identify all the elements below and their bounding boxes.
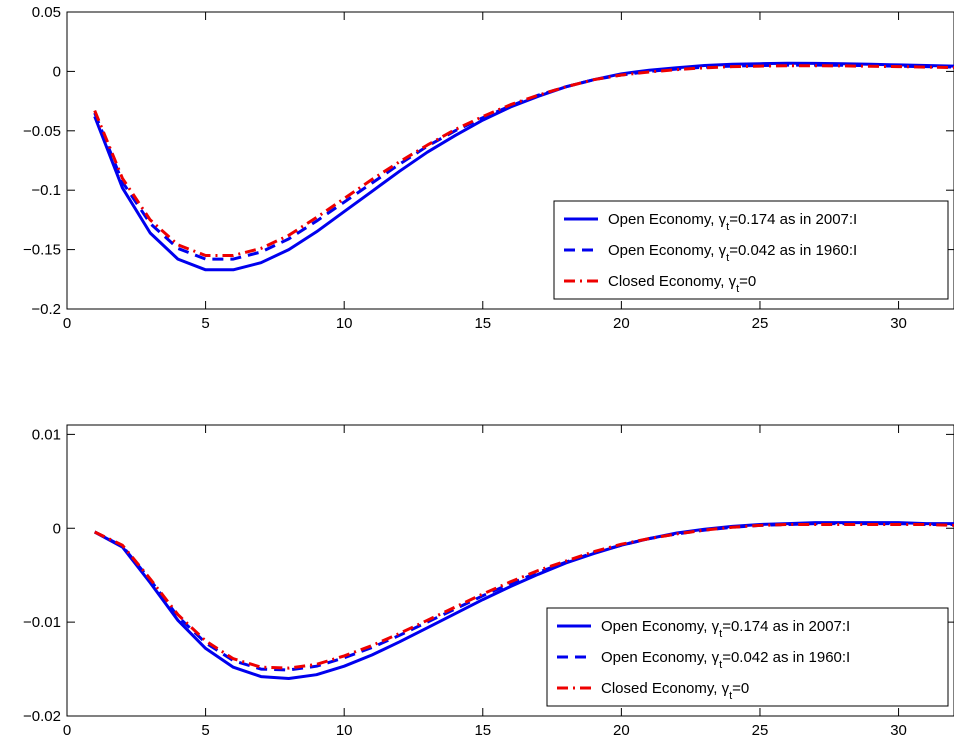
x-tick-label: 0 — [63, 315, 71, 332]
legend-label-2: Open Economy, γt=0.042 as in 1960:I — [608, 242, 857, 264]
x-tick-label: 5 — [201, 722, 209, 739]
x-tick-label: 25 — [752, 722, 769, 739]
x-tick-label: 25 — [752, 315, 769, 332]
y-tick-label: −0.01 — [23, 614, 61, 631]
y-tick-label: −0.2 — [31, 301, 61, 318]
x-tick-label: 0 — [63, 722, 71, 739]
y-tick-label: −0.05 — [23, 123, 61, 140]
top-chart-panel: 0 5 10 15 20 25 30 −0.2 −0.15 −0.1 −0.05 0 0.05 Open … — [23, 4, 954, 332]
y-tick-label: −0.1 — [31, 182, 61, 199]
bottom-chart-panel: 0 5 10 15 20 25 30 −0.02 −0.01 0 0.01 Open Economy,… — [23, 424, 954, 739]
legend-box — [546, 607, 949, 707]
series-line-2 — [94, 522, 954, 672]
x-tick-label: 30 — [890, 315, 907, 332]
legend-label-1: Open Economy, γt=0.174 as in 2007:I — [601, 618, 850, 640]
legend-label-1: Open Economy, γt=0.174 as in 2007:I — [608, 211, 857, 233]
legend-label-3: Closed Economy, γt=0 — [601, 680, 749, 702]
series-line-1 — [93, 61, 954, 272]
x-tick-label: 20 — [613, 722, 630, 739]
y-tick-label: −0.02 — [23, 708, 61, 725]
x-tick-label: 15 — [474, 722, 491, 739]
legend: Open Economy, γt=0.174 as in 2007:I Open … — [546, 607, 949, 707]
x-tick-label: 10 — [336, 315, 353, 332]
y-tick-label: 0 — [53, 520, 61, 537]
y-tick-label: −0.15 — [23, 242, 61, 259]
x-tick-label: 10 — [336, 722, 353, 739]
legend-label-2: Open Economy, γt=0.042 as in 1960:I — [601, 649, 850, 671]
legend: Open Economy, γt=0.174 as in 2007:I Open … — [553, 200, 949, 300]
y-tick-label: 0 — [53, 63, 61, 80]
legend-label-3: Closed Economy, γt=0 — [608, 273, 756, 295]
legend-box — [553, 200, 949, 300]
x-tick-label: 5 — [201, 315, 209, 332]
series-line-2 — [93, 63, 954, 261]
x-tick-label: 20 — [613, 315, 630, 332]
x-tick-label: 15 — [474, 315, 491, 332]
x-tick-label: 30 — [890, 722, 907, 739]
y-tick-label: 0.05 — [32, 4, 61, 21]
y-tick-label: 0.01 — [32, 426, 61, 443]
